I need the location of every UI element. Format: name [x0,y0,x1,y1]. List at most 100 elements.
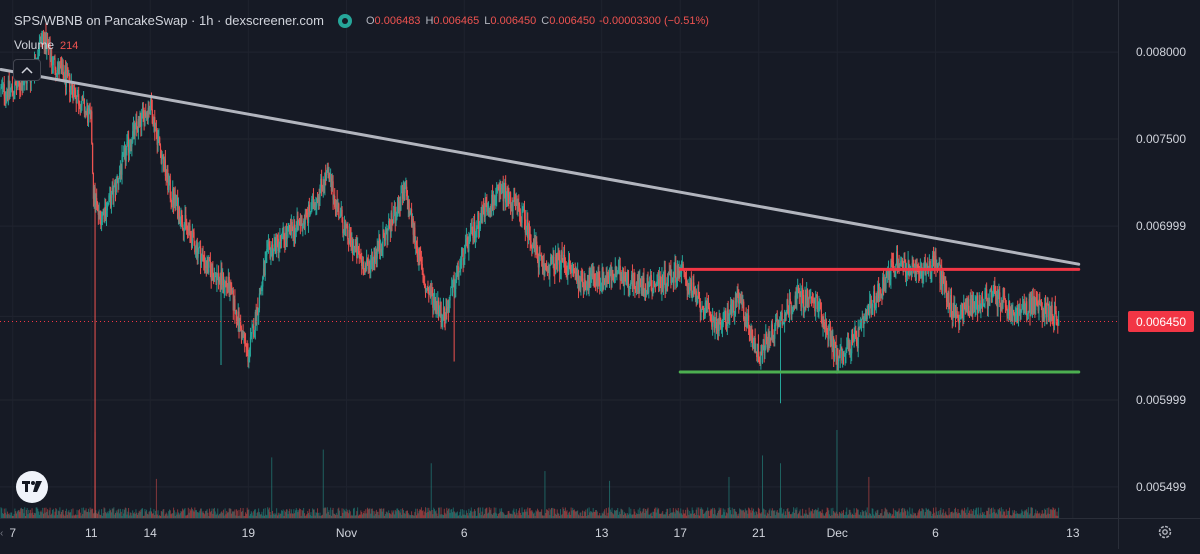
candle-body [105,207,107,217]
volume-bar [1058,507,1060,518]
candle-body [673,272,675,283]
volume-bar [336,514,338,518]
candle-body [995,295,998,297]
candle-body [367,261,369,264]
volume-bar [842,513,844,518]
market-status-icon[interactable] [337,13,352,28]
candle-body [609,270,611,272]
candle-body [408,199,410,214]
candle-body [954,305,956,318]
candle-body [372,261,374,265]
candle-body [635,282,638,293]
candle-body [1043,313,1045,319]
candle-body [140,112,142,127]
candle-body [589,270,591,288]
candle-body [495,196,497,204]
volume-bar [986,511,988,518]
volume-bar [773,510,775,518]
scroll-left-arrow-icon[interactable]: ‹ [0,528,4,539]
volume-bar [589,512,591,518]
volume-bar [865,510,867,518]
candle-body [904,259,906,262]
volume-bar [601,512,603,518]
volume-bar [975,508,977,518]
candle-body [486,201,488,212]
volume-bar [969,513,971,518]
collapse-legend-button[interactable] [13,59,41,81]
candle-body [575,272,577,277]
drawings[interactable] [0,67,1118,374]
candle-body [849,342,851,356]
volume-bar [805,509,807,518]
volume-bar [613,510,615,518]
candle-body [292,230,294,239]
volume-bar [332,507,334,518]
volume-bar [400,509,402,518]
candle-body [1029,298,1031,317]
candle-body [476,227,478,229]
candle-body [616,274,618,277]
candle-body [793,305,796,309]
candle-body [858,328,860,330]
volume-bar [672,512,674,518]
volume-bar [557,512,559,518]
candle-body [65,70,67,88]
volume-bar [483,515,485,518]
volume-bar [750,512,752,518]
volume-bar [604,509,606,518]
candle-body [446,306,449,311]
volume-bar [188,512,190,518]
volume-bar [923,509,925,518]
candle-body [1033,296,1035,313]
volume-bar [46,511,48,518]
volume-bar [304,515,306,518]
volume-bar [1044,508,1046,518]
volume-bar [56,509,58,518]
volume-bar [56,515,58,518]
volume-bar [1029,513,1031,518]
candle-body [967,305,969,310]
gear-icon[interactable] [1156,523,1174,541]
candle-body [695,290,697,300]
candle-body [816,294,818,309]
candle-body [872,299,874,308]
volume-bar [535,510,537,518]
volume-bar [534,515,536,518]
candle-body [882,277,884,297]
tradingview-logo[interactable] [16,471,48,503]
candle-body [505,197,508,203]
candle-body [267,241,270,244]
volume-bar [502,512,504,518]
time-axis-label: 14 [143,526,157,540]
volume-bar [641,511,643,518]
volume-bar [616,510,618,518]
candle-body [14,82,16,94]
candle-body [39,36,41,42]
candle-body [586,280,589,286]
candle-body [145,112,148,117]
candle-body [855,337,858,345]
volume-bar [150,511,152,518]
candle-body [397,197,399,216]
candle-body [129,144,131,148]
volume-bar [583,510,585,518]
candle-body [988,300,990,303]
candle-body [312,196,315,208]
candle-body [767,332,769,349]
volume-bar [854,514,856,518]
volume-bar [981,514,983,518]
candle-body [203,255,205,261]
candle-body [188,225,190,231]
volume-bar [881,509,883,518]
volume-bar [692,510,694,518]
candle-body [306,212,308,215]
candle-body [214,276,216,278]
candle-body [895,264,897,271]
candle-body [998,292,1000,300]
candle-body [977,308,980,313]
volume-bar [672,507,674,518]
volume-bar [357,507,359,518]
candle-body [285,232,287,245]
